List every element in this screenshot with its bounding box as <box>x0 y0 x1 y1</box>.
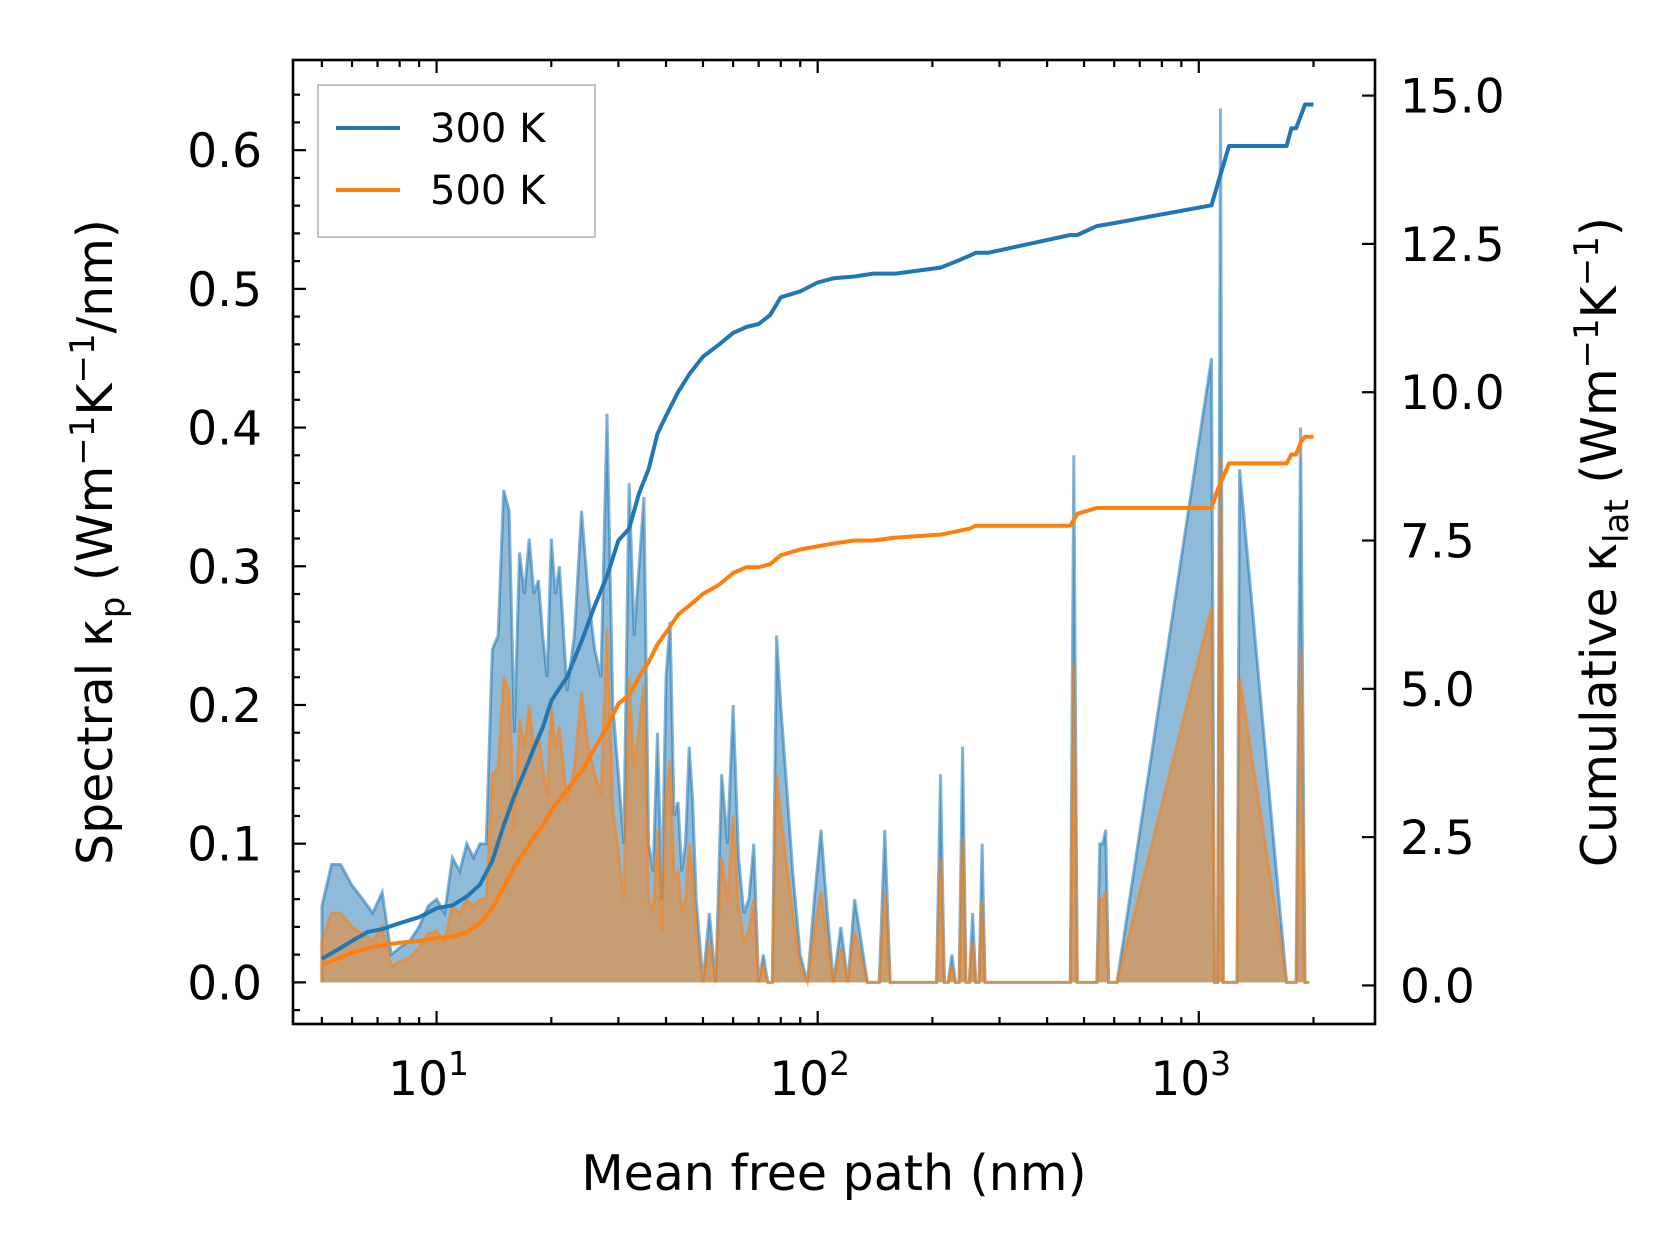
x-tick-label: 102 <box>769 1044 850 1107</box>
y-right-tick-label: 15.0 <box>1400 70 1505 125</box>
tick-labels: 101 102 103 0.0 0.1 0.2 0.3 0.4 0.5 0.6 0.0 2.5 5.0 7… <box>187 70 1504 1107</box>
x-tick-label: 103 <box>1150 1044 1231 1107</box>
y-left-tick-label: 0.4 <box>187 402 262 457</box>
legend-box <box>317 84 596 238</box>
legend-label-300k: 300 K <box>430 106 547 152</box>
spectral-fill-500k <box>320 455 1310 988</box>
y-left-tick-label: 0.3 <box>187 540 262 595</box>
y-left-tick-label: 0.5 <box>187 263 262 318</box>
legend: 300 K 500 K <box>317 84 596 238</box>
y-right-tick-label: 5.0 <box>1400 663 1475 718</box>
y-right-tick-label: 10.0 <box>1400 366 1505 421</box>
y-right-tick-label: 2.5 <box>1400 811 1475 866</box>
legend-label-500k: 500 K <box>430 168 547 214</box>
x-axis-title: Mean free path (nm) <box>581 1145 1086 1202</box>
y-left-tick-label: 0.6 <box>187 124 262 179</box>
y-right-tick-label: 0.0 <box>1400 959 1475 1014</box>
y-left-tick-label: 0.1 <box>187 818 262 873</box>
cumulative-line-500k <box>321 434 1314 967</box>
y-left-tick-label: 0.0 <box>187 956 262 1011</box>
y-right-tick-label: 12.5 <box>1400 218 1505 273</box>
x-tick-label: 101 <box>388 1044 469 1107</box>
cumulative-lines <box>320 102 1314 967</box>
y-right-tick-label: 7.5 <box>1400 515 1475 570</box>
spectral-fills <box>320 108 1310 988</box>
y-left-tick-label: 0.2 <box>187 679 262 734</box>
cumulative-line-300k <box>320 102 1314 961</box>
y-left-axis-title: Spectral κp (Wm−1K−1/nm) <box>63 219 133 865</box>
y-right-axis-title: Cumulative κlat (Wm−1K−1) <box>1567 217 1637 867</box>
plot-frame <box>291 58 1377 1026</box>
